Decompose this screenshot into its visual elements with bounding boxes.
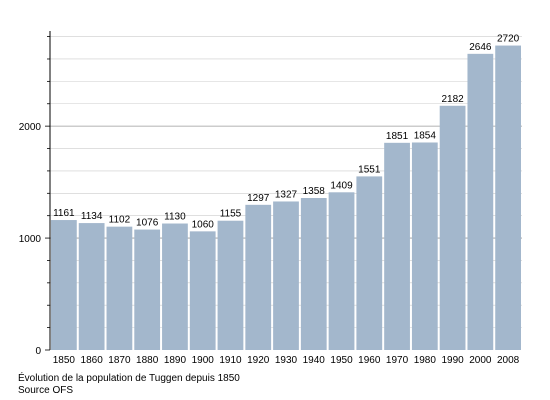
bar-1950 <box>328 192 355 350</box>
data-label-1960: 1551 <box>358 164 381 175</box>
x-tick-label-1850: 1850 <box>53 355 76 366</box>
bar-1920 <box>245 204 272 350</box>
x-tick-label-1980: 1980 <box>414 355 437 366</box>
x-tick-label-1910: 1910 <box>219 355 242 366</box>
data-label-1930: 1327 <box>275 189 298 200</box>
x-tick-label-1880: 1880 <box>136 355 159 366</box>
bar-1930 <box>273 201 299 350</box>
bar-1850 <box>51 220 77 350</box>
x-tick-label-1920: 1920 <box>247 355 270 366</box>
data-label-1920: 1297 <box>247 193 270 204</box>
data-label-1870: 1102 <box>109 215 131 226</box>
data-label-1980: 1854 <box>414 130 437 141</box>
x-tick-label-1950: 1950 <box>330 355 353 366</box>
x-tick-label-2000: 2000 <box>469 355 492 366</box>
data-label-1950: 1409 <box>330 180 353 191</box>
x-tick-label-1940: 1940 <box>303 355 326 366</box>
bar-2008 <box>495 45 521 351</box>
data-label-1890: 1130 <box>164 212 186 223</box>
x-tick-label-1870: 1870 <box>108 355 131 366</box>
y-tick-label: 1000 <box>19 234 42 245</box>
x-tick-label-1860: 1860 <box>81 355 104 366</box>
data-label-1850: 1161 <box>53 208 75 219</box>
bar-1870 <box>106 226 133 350</box>
y-tick-label: 0 <box>35 346 41 357</box>
bar-1990 <box>439 105 466 350</box>
data-label-1910: 1155 <box>220 209 242 220</box>
chart-source: Source OFS <box>18 385 74 396</box>
chart-caption: Évolution de la population de Tuggen dep… <box>18 373 240 384</box>
data-label-2000: 2646 <box>469 42 492 53</box>
x-tick-label-1970: 1970 <box>386 355 409 366</box>
bar-1900 <box>189 231 216 350</box>
x-tick-label-1930: 1930 <box>275 355 298 366</box>
bar-1980 <box>411 142 438 350</box>
bar-1860 <box>78 223 105 350</box>
y-tick-label: 2000 <box>19 122 42 133</box>
bar-1940 <box>300 197 327 350</box>
data-label-1990: 2182 <box>441 94 464 105</box>
x-tick-label-1990: 1990 <box>441 355 464 366</box>
x-tick-label-1900: 1900 <box>192 355 215 366</box>
data-label-1970: 1851 <box>386 131 409 142</box>
bar-1970 <box>384 142 410 350</box>
data-label-1860: 1134 <box>81 211 103 222</box>
x-tick-label-1960: 1960 <box>358 355 381 366</box>
bar-1960 <box>356 176 383 350</box>
bar-1890 <box>162 223 188 350</box>
x-tick-label-2008: 2008 <box>497 355 520 366</box>
bar-2000 <box>467 53 494 351</box>
data-label-1900: 1060 <box>192 219 215 230</box>
data-label-1940: 1358 <box>303 186 326 197</box>
x-tick-label-1890: 1890 <box>164 355 187 366</box>
bar-1910 <box>217 220 244 350</box>
data-label-2008: 2720 <box>497 34 520 45</box>
data-label-1880: 1076 <box>136 218 159 229</box>
bar-1880 <box>134 229 161 350</box>
